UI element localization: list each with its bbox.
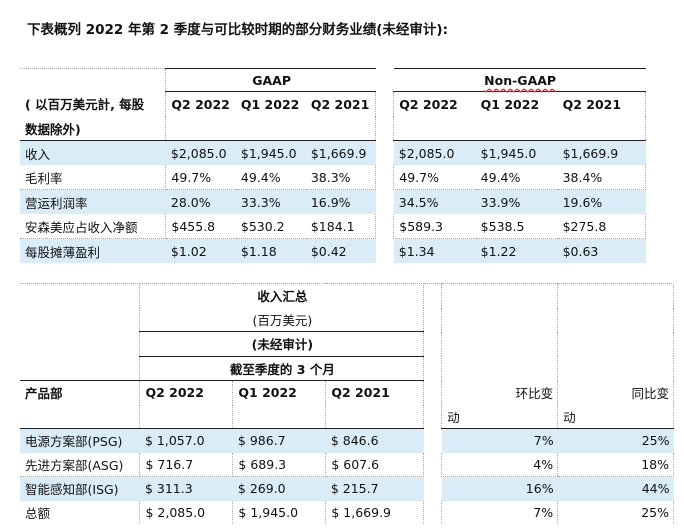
cell-value: $0.63 [557, 238, 646, 263]
cell-value: $184.1 [305, 214, 377, 239]
cell-value: $275.8 [557, 214, 646, 239]
non-gaap-header: Non-GAAP [484, 72, 557, 88]
qoq-value: 7% [441, 428, 558, 453]
unit-note-line2: 数据除外) [20, 116, 167, 141]
cell-value: 19.6% [557, 189, 646, 214]
cell-value: $455.8 [165, 214, 236, 239]
cell-value: $530.2 [235, 214, 306, 239]
cell-value: $ 1,057.0 [139, 428, 233, 453]
row-label: 总额 [20, 500, 141, 524]
cell-value: 49.4% [235, 165, 306, 190]
period-header: Q2 2022 [139, 380, 234, 405]
cell-value: 33.3% [235, 189, 306, 214]
cell-value: $589.3 [393, 214, 476, 239]
cell-value: 34.5% [393, 189, 476, 214]
cell-value: 38.4% [557, 165, 646, 190]
cell-value: $ 846.6 [325, 428, 424, 453]
gaap-header: GAAP [165, 68, 376, 92]
cell-value: $ 311.3 [139, 476, 233, 501]
cell-value: $538.5 [475, 214, 558, 239]
table-row: 收入 $2,085.0 $1,945.0 $1,669.9 $2,085.0 $… [20, 140, 646, 165]
revenue-summary-table: 收入汇总 (百万美元) (未经审计) 截至季度的 3 个月 产品部 Q2 202… [20, 283, 674, 524]
unaudited-heading: (未经审计) [139, 331, 425, 356]
cell-value: $ 986.7 [232, 428, 326, 453]
cell-value: $0.42 [305, 238, 376, 263]
row-label: 毛利率 [20, 165, 167, 190]
period-heading: 截至季度的 3 个月 [139, 355, 425, 381]
yoy-header: 同比变 [557, 380, 674, 405]
table-row: 毛利率 49.7% 49.4% 38.3% 49.7% 49.4% 38.4% [20, 165, 646, 190]
qoq-header-suffix: 动 [441, 404, 558, 429]
cell-value: $ 1,669.9 [325, 500, 425, 524]
summary-heading: 收入汇总 [139, 283, 425, 308]
table-row: 电源方案部(PSG) $ 1,057.0 $ 986.7 $ 846.6 7% … [20, 428, 674, 453]
cell-value: 49.7% [393, 165, 476, 190]
cell-value: $ 215.7 [325, 476, 424, 501]
cell-value: $ 2,085.0 [139, 500, 234, 524]
cell-value: $2,085.0 [165, 140, 236, 165]
period-header: Q2 2022 [393, 91, 476, 116]
cell-value: $ 716.7 [139, 452, 234, 477]
table-row: 安森美应占收入净额 $455.8 $530.2 $184.1 $589.3 $5… [20, 214, 646, 239]
cell-value: $1,945.0 [475, 140, 558, 165]
period-header: Q1 2022 [232, 380, 327, 405]
period-header: Q2 2021 [557, 91, 646, 116]
row-label: 安森美应占收入净额 [20, 214, 167, 239]
cell-value: $1,669.9 [557, 140, 646, 165]
cell-value: 28.0% [165, 189, 236, 214]
cell-value: $1,669.9 [305, 140, 376, 165]
cell-value: $1.02 [165, 238, 236, 263]
page-title: 下表概列 2022 年第 2 季度与可比较时期的部分财务业绩(未经审计): [27, 22, 449, 38]
table-row: 营运利润率 28.0% 33.3% 16.9% 34.5% 33.9% 19.6… [20, 189, 646, 214]
qoq-header: 环比变 [441, 380, 558, 405]
table-row: 总额 $ 2,085.0 $ 1,945.0 $ 1,669.9 7% 25% [20, 500, 674, 524]
cell-value: $ 607.6 [325, 452, 425, 477]
unit-heading: (百万美元) [139, 307, 425, 332]
yoy-header-suffix: 动 [557, 404, 674, 429]
yoy-value: 25% [557, 500, 674, 524]
cell-value: $ 689.3 [232, 452, 327, 477]
yoy-value: 25% [557, 428, 674, 453]
yoy-value: 44% [557, 476, 674, 501]
period-header: Q2 2022 [171, 96, 230, 112]
row-label: 电源方案部(PSG) [20, 428, 140, 453]
qoq-value: 4% [441, 452, 558, 477]
product-column-header: 产品部 [20, 380, 141, 405]
unit-note-line1: ( 以百万美元計, 每股 [20, 91, 167, 116]
row-label: 收入 [20, 140, 166, 165]
cell-value: 49.7% [165, 165, 236, 190]
qoq-value: 16% [441, 476, 558, 501]
cell-value: 33.9% [475, 189, 558, 214]
cell-value: $ 269.0 [232, 476, 326, 501]
cell-value: 38.3% [305, 165, 377, 190]
period-header: Q2 2021 [305, 91, 377, 116]
period-header: Q1 2022 [480, 96, 540, 112]
financial-results-table: GAAP Non-GAAP ( 以百万美元計, 每股 Q2 2022 Q1 20… [20, 68, 646, 263]
qoq-value: 7% [441, 500, 558, 524]
cell-value: $1.34 [393, 238, 476, 263]
period-header: Q1 2022 [240, 96, 300, 112]
table-row: 每股摊薄盈利 $1.02 $1.18 $0.42 $1.34 $1.22 $0.… [20, 238, 646, 263]
row-label: 每股摊薄盈利 [20, 238, 166, 263]
cell-value: $ 1,945.0 [232, 500, 327, 524]
yoy-value: 18% [557, 452, 674, 477]
row-label: 先进方案部(ASG) [20, 452, 141, 477]
cell-value: $1.22 [475, 238, 558, 263]
table-row: 智能感知部(ISG) $ 311.3 $ 269.0 $ 215.7 16% 4… [20, 476, 674, 501]
cell-value: $1.18 [235, 238, 306, 263]
cell-value: 16.9% [305, 189, 376, 214]
period-header-row: ( 以百万美元計, 每股 Q2 2022 Q1 2022 Q2 2021 Q2 … [20, 91, 646, 116]
table-row: 先进方案部(ASG) $ 716.7 $ 689.3 $ 607.6 4% 18… [20, 452, 674, 477]
row-label: 营运利润率 [20, 189, 166, 214]
cell-value: $2,085.0 [393, 140, 476, 165]
period-header: Q2 2021 [325, 380, 425, 405]
group-header-row: GAAP Non-GAAP [20, 68, 646, 92]
row-label: 智能感知部(ISG) [20, 476, 140, 501]
cell-value: $1,945.0 [235, 140, 306, 165]
cell-value: 49.4% [475, 165, 558, 190]
